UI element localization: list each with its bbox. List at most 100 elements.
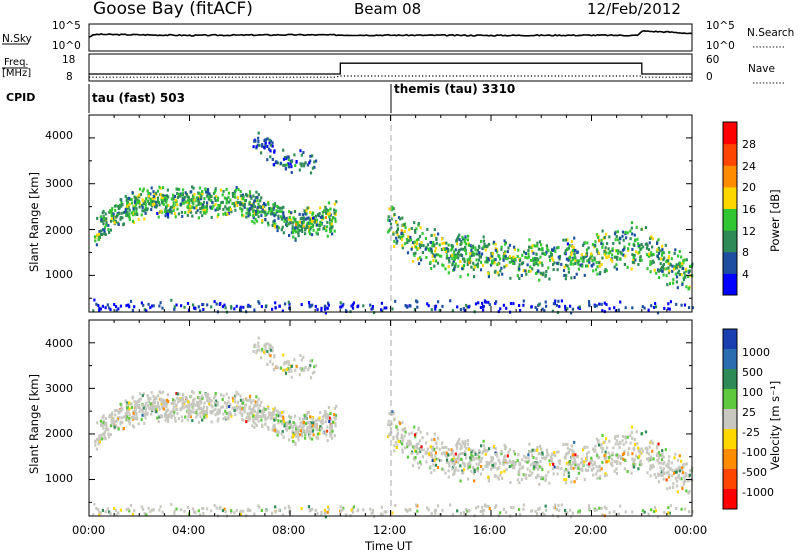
velocity-point (573, 460, 576, 464)
velocity-point (477, 449, 481, 453)
velocity-point (291, 426, 294, 430)
power-point (309, 210, 312, 214)
power-point (548, 277, 551, 281)
power-point (166, 212, 170, 216)
power-point (107, 228, 110, 231)
velocity-point (249, 399, 252, 403)
power-point (476, 248, 479, 252)
cpid-panel: CPID tau (fast) 503 themis (tau) 3310 (6, 82, 515, 113)
power-point (153, 196, 157, 200)
velocity-point (684, 473, 688, 477)
velocity-point (608, 439, 611, 443)
power-point (318, 212, 321, 216)
velocity-point (503, 456, 506, 460)
power-point (448, 260, 451, 264)
velocity-point (649, 467, 652, 471)
power-point (102, 228, 105, 232)
power-point (499, 307, 502, 311)
velocity-point (545, 508, 548, 512)
velocity-point (478, 459, 481, 463)
velocity-point (440, 441, 444, 445)
power-point (288, 221, 291, 225)
velocity-point (199, 406, 202, 410)
velocity-point (445, 458, 449, 462)
power-point (324, 205, 327, 209)
power-point (192, 202, 195, 206)
power-point (256, 205, 259, 209)
power-point (441, 304, 444, 308)
velocity-point (475, 467, 478, 471)
power-point (395, 241, 398, 245)
velocity-point (273, 428, 276, 432)
power-point (175, 187, 178, 191)
power-point (396, 227, 399, 231)
cpid-mode-2: themis (tau) 3310 (394, 82, 515, 96)
power-point (197, 191, 200, 195)
velocity-point (157, 420, 160, 423)
velocity-point (396, 434, 399, 438)
velocity-point (588, 462, 591, 466)
power-point (257, 193, 260, 197)
velocity-point (390, 421, 393, 425)
power-point (333, 202, 336, 206)
power-point (404, 242, 407, 246)
velocity-point (248, 394, 252, 398)
velocity-point (393, 449, 396, 453)
power-point (528, 245, 531, 249)
velocity-point (597, 456, 601, 459)
velocity-point (269, 354, 272, 358)
velocity-point (554, 503, 557, 507)
power-point (193, 306, 196, 310)
power-point (549, 251, 553, 255)
power-point (281, 225, 284, 229)
power-point (316, 232, 319, 236)
velocity-point (680, 477, 683, 481)
power-point (351, 306, 355, 310)
power-point (624, 306, 627, 310)
velocity-point (307, 505, 311, 509)
velocity-point (419, 460, 422, 464)
velocity-point (521, 458, 524, 462)
power-point (119, 217, 122, 221)
velocity-point (417, 451, 420, 455)
power-point (245, 193, 248, 197)
velocity-point (208, 397, 211, 400)
velocity-point (251, 409, 254, 412)
velocity-point (421, 455, 424, 459)
velocity-point (426, 506, 429, 510)
power-point (673, 267, 676, 271)
power-point (498, 255, 501, 259)
velocity-point (550, 457, 553, 461)
velocity-point (453, 459, 456, 463)
velocity-point (270, 416, 273, 420)
velocity-point (464, 439, 467, 443)
power-point (675, 302, 678, 306)
power-point (536, 244, 539, 248)
velocity-point (164, 412, 167, 416)
power-point (665, 267, 668, 271)
velocity-point (166, 417, 170, 421)
velocity-point (311, 507, 314, 511)
beam-title: Beam 08 (354, 0, 421, 18)
power-point (221, 193, 224, 197)
power-point (266, 137, 269, 141)
velocity-point (406, 455, 410, 459)
power-point (464, 242, 467, 246)
velocity-point (623, 467, 626, 471)
velocity-point (422, 448, 425, 452)
power-point (528, 238, 531, 242)
velocity-point (151, 407, 154, 411)
velocity-point (676, 475, 680, 479)
velocity-point (406, 509, 409, 513)
velocity-point (585, 468, 588, 472)
power-point (605, 269, 608, 273)
velocity-point (472, 472, 475, 476)
velocity-point (513, 450, 516, 453)
velocity-point (436, 466, 440, 469)
power-point (529, 269, 532, 273)
velocity-point (144, 407, 147, 411)
velocity-point (635, 454, 638, 458)
power-point (426, 302, 429, 306)
power-point (460, 240, 463, 243)
velocity-point (396, 432, 399, 436)
